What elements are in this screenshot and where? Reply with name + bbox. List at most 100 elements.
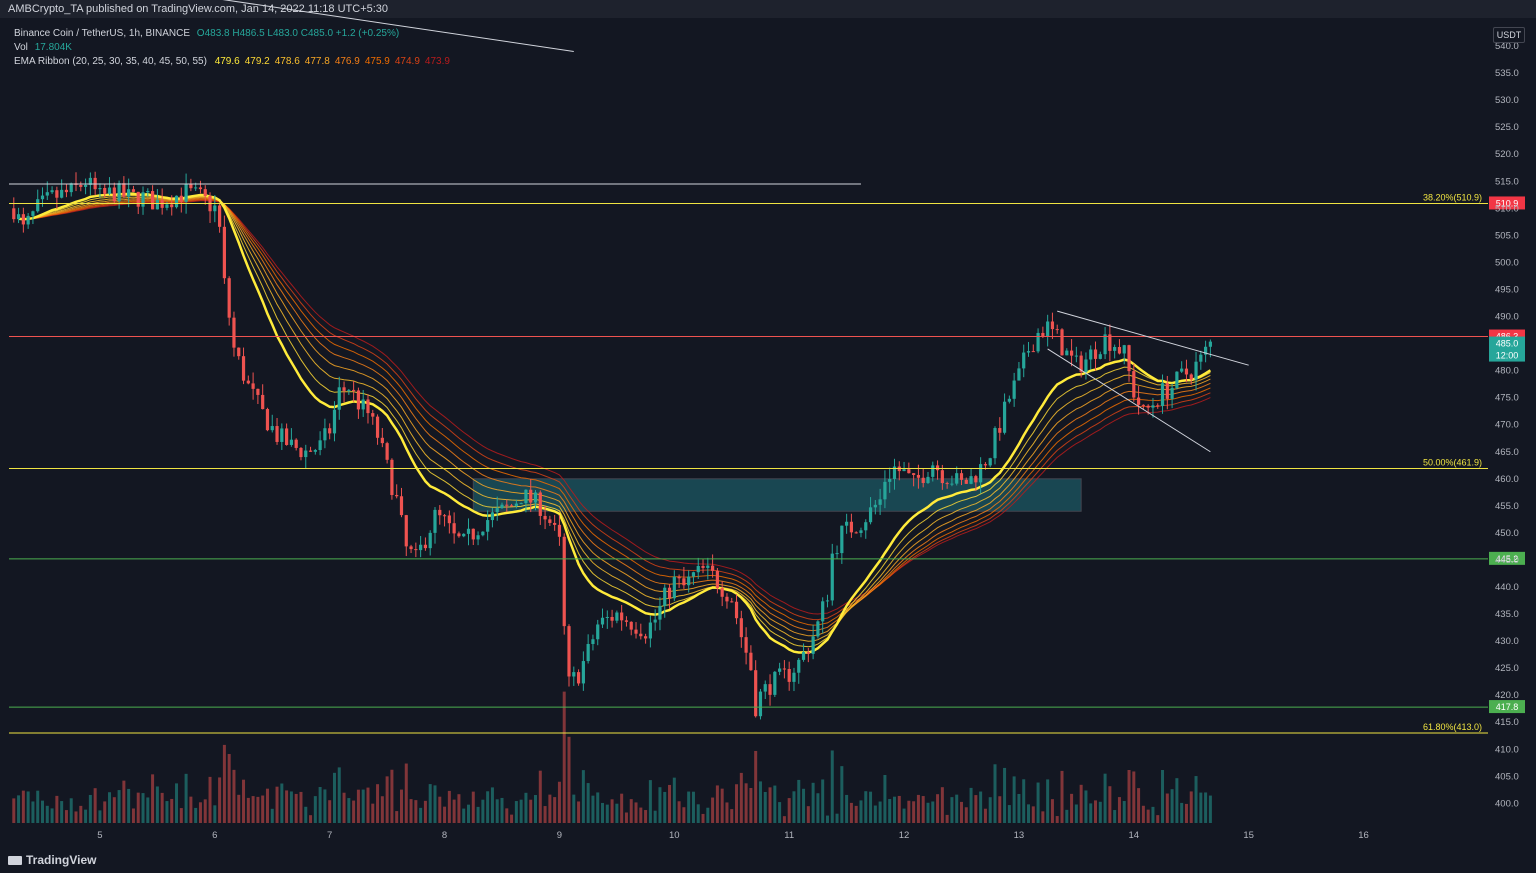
candle-body bbox=[1180, 368, 1184, 372]
candle-body bbox=[1108, 334, 1112, 351]
x-tick-label: 7 bbox=[327, 830, 332, 841]
volume-bar bbox=[883, 775, 887, 823]
volume-bar bbox=[246, 797, 250, 823]
candle-body bbox=[1113, 347, 1117, 351]
volume-bar bbox=[1170, 789, 1174, 823]
volume-bar bbox=[787, 798, 791, 823]
candle-body bbox=[514, 503, 518, 506]
candle-body bbox=[289, 439, 293, 445]
volume-bar bbox=[763, 791, 767, 823]
volume-bar bbox=[280, 783, 284, 823]
volume-bar bbox=[376, 784, 380, 823]
candle-body bbox=[734, 601, 739, 619]
candle-body bbox=[433, 509, 437, 533]
candle-body bbox=[888, 479, 892, 482]
candle-body bbox=[596, 624, 600, 640]
candle-body bbox=[1069, 350, 1074, 356]
trendline bbox=[1047, 348, 1211, 453]
y-tick-label: 410.0 bbox=[1495, 744, 1519, 755]
candle-body bbox=[342, 387, 346, 391]
candle-body bbox=[88, 177, 92, 185]
level-label: 61.80%(413.0) bbox=[1423, 722, 1482, 732]
volume-bar bbox=[481, 799, 485, 823]
candle-body bbox=[1055, 329, 1059, 331]
volume-bar bbox=[835, 813, 839, 823]
chart-background bbox=[0, 18, 1536, 850]
candle-body bbox=[409, 546, 413, 550]
volume-bar bbox=[878, 801, 882, 823]
volume-bar bbox=[505, 808, 509, 823]
candle-body bbox=[1012, 380, 1016, 399]
volume-bar bbox=[237, 794, 241, 823]
volume-bar bbox=[500, 797, 504, 823]
candle-body bbox=[112, 187, 116, 202]
candle-body bbox=[308, 450, 313, 452]
candle-body bbox=[634, 629, 638, 634]
candle-body bbox=[332, 409, 337, 434]
candle-body bbox=[739, 618, 743, 638]
volume-bar bbox=[696, 804, 700, 823]
volume-bar bbox=[1127, 769, 1131, 823]
volume-bar bbox=[907, 800, 911, 823]
currency-button[interactable]: USDT bbox=[1493, 27, 1525, 43]
volume-bar bbox=[577, 801, 581, 823]
ema-line bbox=[18, 200, 1211, 615]
legend-vol-label[interactable]: Vol bbox=[14, 42, 28, 53]
level-label: 50.00%(461.9) bbox=[1423, 458, 1482, 468]
volume-bar bbox=[285, 790, 289, 823]
x-tick-label: 5 bbox=[97, 830, 102, 841]
volume-bar bbox=[323, 789, 327, 823]
y-tick-label: 470.0 bbox=[1495, 420, 1519, 431]
volume-bar bbox=[892, 796, 896, 823]
x-tick-label: 14 bbox=[1129, 830, 1140, 841]
candle-body bbox=[586, 643, 590, 662]
volume-bar bbox=[380, 796, 384, 823]
volume-bar bbox=[672, 777, 676, 823]
candle-body bbox=[12, 208, 16, 220]
candle-body bbox=[921, 477, 925, 484]
candle-body bbox=[26, 215, 30, 225]
y-tick-label: 525.0 bbox=[1495, 122, 1519, 133]
candle-body bbox=[505, 504, 509, 506]
volume-bar bbox=[1151, 806, 1155, 823]
volume-bar bbox=[624, 812, 628, 823]
tradingview-logo-icon bbox=[8, 856, 22, 866]
candle-body bbox=[256, 388, 260, 395]
candle-body bbox=[821, 601, 825, 622]
legend-symbol-row: Binance Coin / TetherUS, 1h, BINANCE O48… bbox=[14, 28, 399, 39]
volume-bar bbox=[84, 809, 88, 823]
candle-body bbox=[1060, 329, 1064, 356]
volume-bar bbox=[466, 804, 470, 823]
candle-body bbox=[883, 481, 887, 500]
volume-bar bbox=[122, 780, 126, 823]
candle-body bbox=[524, 489, 528, 504]
candle-body bbox=[768, 684, 772, 695]
trendline bbox=[1057, 310, 1249, 366]
y-tick-label: 425.0 bbox=[1495, 663, 1519, 674]
candle-body bbox=[237, 347, 241, 357]
candle-body bbox=[98, 187, 102, 190]
volume-bar bbox=[1184, 803, 1188, 823]
candle-body bbox=[940, 470, 944, 484]
volume-bar bbox=[175, 783, 179, 823]
legend-symbol[interactable]: Binance Coin / TetherUS, 1h, BINANCE bbox=[14, 28, 191, 39]
candle-body bbox=[438, 509, 442, 516]
legend-ema-value: 477.8 bbox=[304, 56, 330, 67]
volume-bar bbox=[691, 791, 695, 823]
y-tick-label: 535.0 bbox=[1495, 68, 1519, 79]
volume-bar bbox=[744, 783, 748, 823]
candle-body bbox=[45, 192, 49, 196]
candle-body bbox=[36, 199, 40, 212]
legend-ema-label[interactable]: EMA Ribbon (20, 25, 30, 35, 40, 45, 50, … bbox=[14, 56, 207, 67]
candle-body bbox=[1184, 368, 1189, 375]
candle-body bbox=[629, 621, 633, 630]
candle-body bbox=[481, 531, 485, 536]
candle-body bbox=[419, 544, 423, 551]
candle-body bbox=[878, 499, 882, 505]
volume-bar bbox=[409, 799, 413, 823]
volume-bar bbox=[601, 802, 605, 823]
candle-body bbox=[600, 617, 605, 625]
volume-bar bbox=[849, 802, 853, 823]
candle-body bbox=[299, 447, 303, 458]
